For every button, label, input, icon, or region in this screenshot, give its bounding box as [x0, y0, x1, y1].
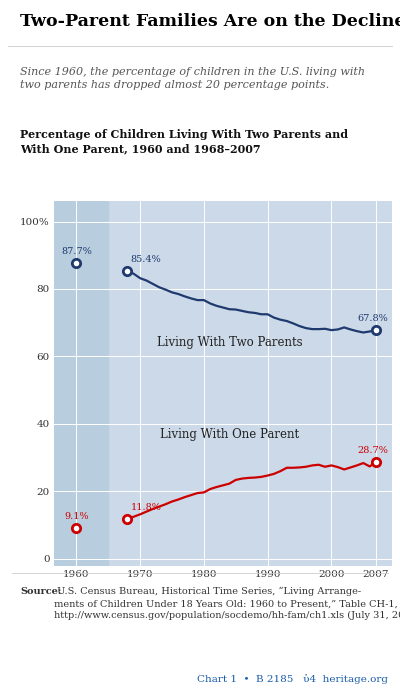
- Text: Percentage of Children Living With Two Parents and
With One Parent, 1960 and 196: Percentage of Children Living With Two P…: [20, 129, 348, 154]
- Text: Living With Two Parents: Living With Two Parents: [156, 337, 302, 350]
- Text: 11.8%: 11.8%: [130, 503, 162, 512]
- Text: 67.8%: 67.8%: [357, 314, 388, 323]
- Text: 87.7%: 87.7%: [61, 247, 92, 256]
- Text: 9.1%: 9.1%: [64, 512, 89, 521]
- Text: Chart 1  •  B 2185   ὑ4  heritage.org: Chart 1 • B 2185 ὑ4 heritage.org: [197, 675, 388, 684]
- Text: Source:: Source:: [20, 587, 61, 596]
- Text: Since 1960, the percentage of children in the U.S. living with
two parents has d: Since 1960, the percentage of children i…: [20, 67, 365, 90]
- Text: 28.7%: 28.7%: [357, 446, 388, 455]
- Text: U.S. Census Bureau, Historical Time Series, “Living Arrange-
ments of Children U: U.S. Census Bureau, Historical Time Seri…: [54, 587, 400, 620]
- Text: Living With One Parent: Living With One Parent: [160, 428, 299, 441]
- Text: Two-Parent Families Are on the Decline: Two-Parent Families Are on the Decline: [20, 12, 400, 30]
- Text: 85.4%: 85.4%: [130, 255, 161, 264]
- Bar: [54, 201, 108, 566]
